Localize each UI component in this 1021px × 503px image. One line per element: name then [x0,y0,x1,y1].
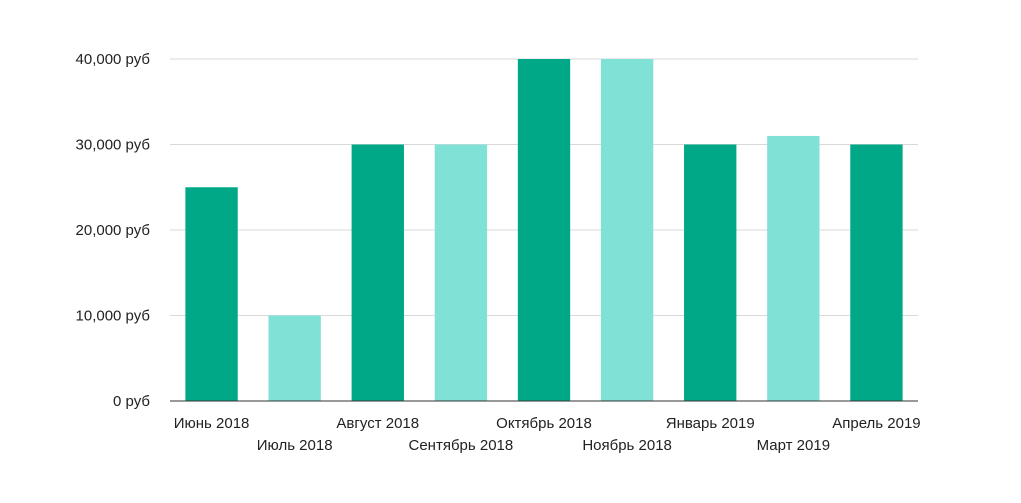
y-tick-label: 0 руб [113,393,150,410]
bar [600,59,654,401]
x-tick-label: Март 2019 [757,437,830,454]
bar [517,59,571,401]
x-tick-label: Октябрь 2018 [496,415,592,432]
y-tick-label: 20,000 руб [76,222,150,239]
y-tick-label: 30,000 руб [76,137,150,154]
y-tick-label: 10,000 руб [76,308,150,325]
bar [351,144,404,401]
x-tick-label: Июль 2018 [257,437,333,454]
bar [268,315,321,401]
bar [850,144,903,401]
bar [767,135,820,401]
x-tick-label: Сентябрь 2018 [409,437,514,454]
bar [434,144,488,401]
x-tick-label: Ноябрь 2018 [582,437,672,454]
bars [185,59,903,401]
x-tick-label: Январь 2019 [666,415,755,432]
x-tick-label: Июнь 2018 [174,415,250,432]
y-tick-labels: 0 руб 10,000 руб 20,000 руб 30,000 руб 40,00… [76,51,150,410]
x-tick-label: Август 2018 [336,415,419,432]
bar [684,144,737,401]
bar [185,187,238,401]
x-tick-label: Апрель 2019 [832,415,920,432]
y-tick-label: 40,000 руб [76,51,150,68]
